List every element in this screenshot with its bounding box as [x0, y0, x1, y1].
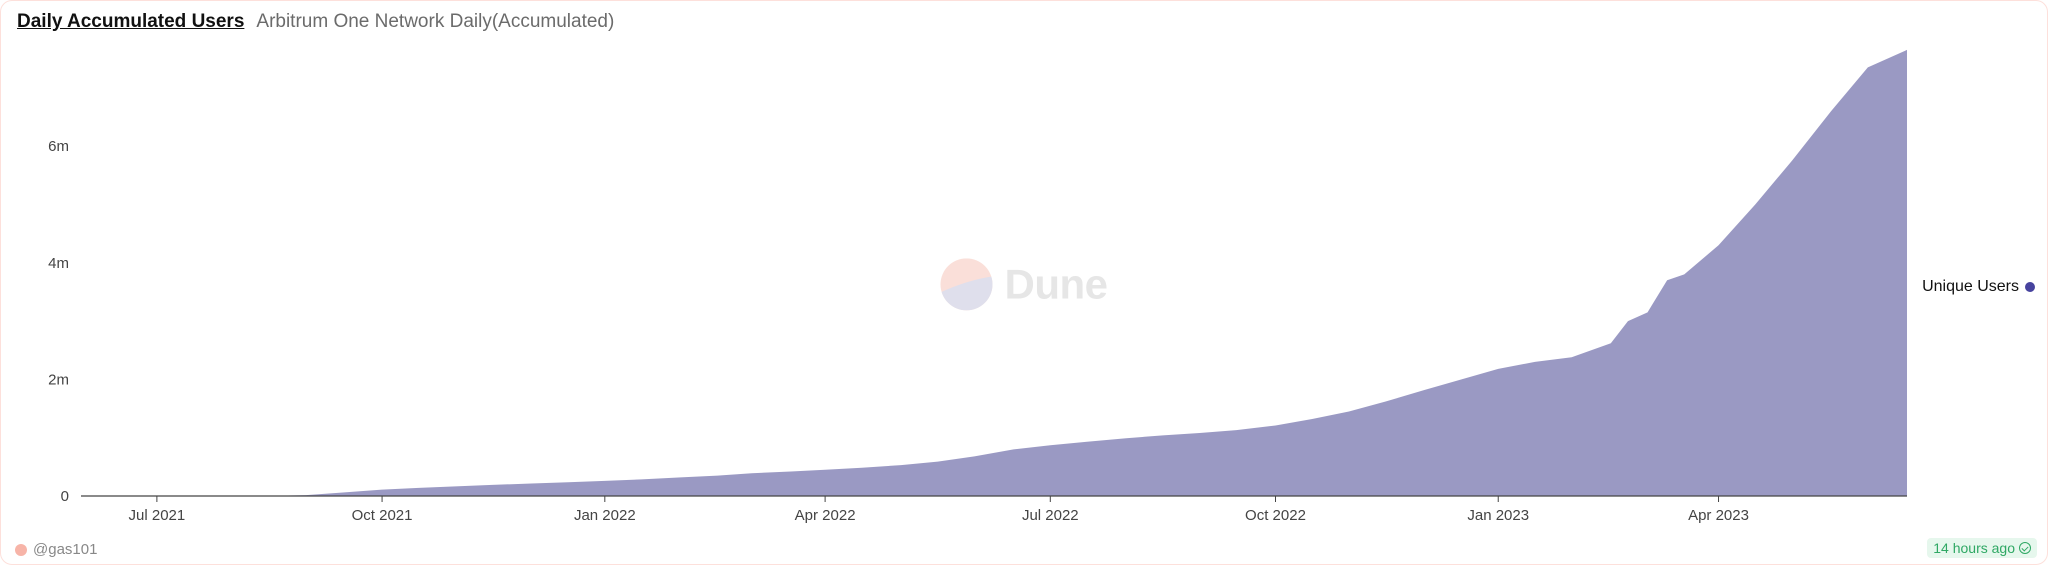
x-tick-label: Jul 2021: [129, 507, 186, 524]
chart-title-link[interactable]: Daily Accumulated Users: [17, 11, 244, 33]
chart-card: Daily Accumulated Users Arbitrum One Net…: [0, 0, 2048, 565]
y-tick-label: 6m: [48, 138, 69, 155]
author-link[interactable]: @gas101: [33, 541, 97, 558]
legend-item[interactable]: Unique Users: [1922, 278, 2035, 296]
chart-subtitle: Arbitrum One Network Daily(Accumulated): [256, 11, 614, 33]
legend-marker: [2025, 282, 2035, 292]
area-chart-svg: 0 2m 4m 6m Jul 2021 Oct 2021 Jan 2022 Apr 2022 J…: [1, 37, 2047, 536]
author-avatar-dot: [15, 544, 27, 556]
check-circle-icon: [2019, 542, 2031, 554]
legend-label: Unique Users: [1922, 278, 2019, 296]
chart-area: 0 2m 4m 6m Jul 2021 Oct 2021 Jan 2022 Apr 2022 J…: [1, 37, 2047, 536]
timestamp-text: 14 hours ago: [1933, 540, 2015, 556]
card-header: Daily Accumulated Users Arbitrum One Net…: [1, 1, 2047, 33]
area-series: [81, 50, 1907, 496]
x-tick-label: Oct 2022: [1245, 507, 1306, 524]
card-footer: @gas101: [15, 541, 97, 558]
timestamp-badge: 14 hours ago: [1927, 538, 2037, 558]
x-tick-label: Jan 2023: [1467, 507, 1529, 524]
y-tick-label: 0: [61, 488, 69, 505]
x-tick-label: Oct 2021: [352, 507, 413, 524]
y-tick-label: 4m: [48, 255, 69, 272]
x-tick-label: Apr 2023: [1688, 507, 1749, 524]
x-tick-label: Jan 2022: [574, 507, 636, 524]
x-tick-label: Apr 2022: [795, 507, 856, 524]
x-tick-label: Jul 2022: [1022, 507, 1079, 524]
y-tick-label: 2m: [48, 371, 69, 388]
